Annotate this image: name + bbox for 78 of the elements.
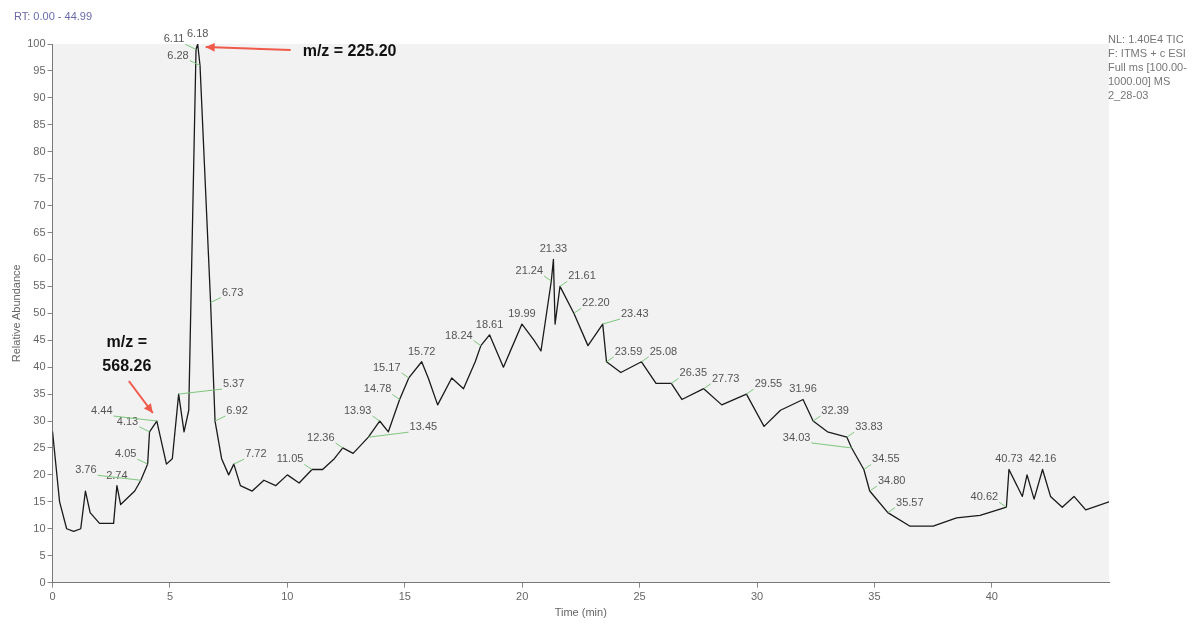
annotation: 31.96 (789, 382, 817, 395)
y-tick-label: 5 (39, 548, 46, 561)
x-tick-label: 40 (985, 590, 998, 603)
y-tick-label: 75 (33, 171, 46, 184)
x-tick-label: 25 (633, 590, 646, 603)
x-tick-label: 10 (281, 590, 294, 603)
y-tick-label: 65 (33, 225, 46, 238)
y-tick-label: 30 (33, 414, 46, 427)
annotation: 13.45 (409, 420, 438, 433)
annotation: 4.44 (91, 404, 113, 417)
x-tick-label: 15 (398, 590, 411, 603)
x-tick-label: 30 (750, 590, 764, 603)
annotation: 6.73 (221, 285, 244, 298)
y-tick-label: 95 (33, 63, 46, 76)
annotation: 21.61 (568, 269, 596, 282)
annotation: 3.76 (75, 463, 97, 476)
x-tick-label: 35 (868, 590, 881, 603)
annotation: 13.93 (343, 404, 372, 417)
y-tick-label: 60 (33, 252, 46, 265)
annotation: 6.18 (186, 27, 209, 39)
annotation: 18.61 (475, 317, 504, 330)
annotation: 34.80 (877, 474, 906, 487)
y-tick-label: 20 (33, 467, 46, 480)
annotation: 5.37 (222, 377, 245, 390)
annotation: 32.39 (821, 404, 849, 417)
x-axis-title: Time (min) (554, 606, 607, 619)
annotation: 21.33 (539, 242, 568, 255)
annotation: 2.74 (106, 468, 128, 481)
x-tick-label: 0 (49, 590, 56, 603)
annotation: 15.17 (373, 360, 401, 373)
y-tick-label: 70 (33, 198, 46, 211)
annotation: 33.83 (855, 420, 883, 433)
annotation: 4.05 (114, 447, 137, 460)
annotation: 40.62 (970, 490, 999, 503)
y-tick-label: 45 (33, 333, 46, 346)
y-axis-title: Relative Abundance (9, 264, 22, 363)
y-tick-label: 80 (33, 144, 46, 157)
annotation: 29.55 (754, 377, 783, 390)
annotation: 40.73 (995, 452, 1023, 465)
x-tick-label: 20 (516, 590, 529, 603)
annotation: 12.36 (307, 430, 335, 443)
annotation: 34.55 (872, 452, 900, 465)
y-tick-label: 35 (33, 387, 46, 400)
y-tick-label: 100 (27, 37, 46, 50)
y-tick-label: 90 (33, 90, 46, 103)
annotation: 26.35 (679, 366, 708, 379)
annotation: 15.72 (407, 344, 436, 357)
annotation: 42.16 (1028, 452, 1057, 465)
y-tick-label: 50 (33, 306, 46, 319)
annotation: m/z = 225.20 (302, 42, 397, 60)
annotation: 4.13 (116, 414, 139, 427)
y-tick-label: 25 (33, 440, 46, 453)
annotation: 23.59 (614, 344, 643, 357)
y-tick-label: 85 (33, 117, 46, 130)
y-tick-label: 0 (39, 575, 46, 588)
x-tick-label: 5 (166, 590, 174, 603)
annotation: 6.11 (163, 32, 185, 45)
annotation: 21.24 (515, 263, 544, 276)
annotation: m/z = 568.26 (102, 333, 152, 375)
annotation: 6.28 (167, 48, 189, 61)
annotation: 6.92 (226, 404, 248, 417)
text: RT: 0.00 - 44.99 (14, 10, 93, 22)
annotation: 11.05 (276, 452, 304, 465)
annotation: 18.24 (445, 328, 473, 341)
y-tick-label: 10 (33, 521, 46, 534)
y-tick-label: 40 (33, 360, 46, 373)
annotation: 19.99 (508, 307, 536, 320)
annotation: 27.73 (711, 371, 740, 384)
annotation: 22.20 (582, 296, 610, 309)
annotation: 7.72 (245, 447, 267, 460)
annotation: 14.78 (363, 382, 392, 395)
annotation: 23.43 (620, 307, 649, 320)
annotation: 25.08 (649, 344, 678, 357)
y-tick-label: 55 (33, 279, 46, 292)
annotation: NL: 1.40E4 TIC F: ITMS + c ESI Full ms [100.00-1000.00] MS 2_28-03 (1108, 32, 1188, 102)
annotation: 35.57 (896, 495, 924, 508)
annotation: 34.03 (782, 430, 811, 443)
y-tick-label: 15 (33, 494, 46, 507)
